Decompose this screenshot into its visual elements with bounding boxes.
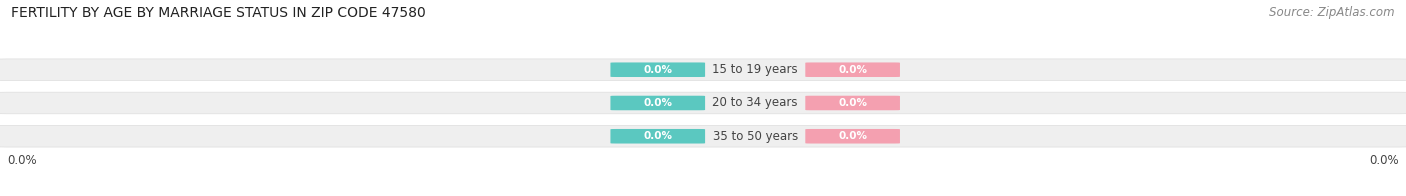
Text: Source: ZipAtlas.com: Source: ZipAtlas.com	[1270, 6, 1395, 19]
FancyBboxPatch shape	[806, 129, 900, 143]
FancyBboxPatch shape	[806, 96, 900, 110]
FancyBboxPatch shape	[0, 59, 1406, 81]
Text: 0.0%: 0.0%	[644, 131, 672, 141]
FancyBboxPatch shape	[610, 63, 704, 77]
FancyBboxPatch shape	[610, 96, 704, 110]
FancyBboxPatch shape	[806, 63, 900, 77]
FancyBboxPatch shape	[0, 92, 1406, 114]
Text: 20 to 34 years: 20 to 34 years	[713, 96, 799, 110]
Text: 0.0%: 0.0%	[1369, 153, 1399, 167]
Text: 15 to 19 years: 15 to 19 years	[713, 63, 799, 76]
Text: FERTILITY BY AGE BY MARRIAGE STATUS IN ZIP CODE 47580: FERTILITY BY AGE BY MARRIAGE STATUS IN Z…	[11, 6, 426, 20]
Text: 0.0%: 0.0%	[7, 153, 37, 167]
Text: 0.0%: 0.0%	[838, 131, 868, 141]
Text: 0.0%: 0.0%	[644, 98, 672, 108]
FancyBboxPatch shape	[0, 125, 1406, 147]
Text: 35 to 50 years: 35 to 50 years	[713, 130, 797, 143]
Text: 0.0%: 0.0%	[838, 65, 868, 75]
Text: 0.0%: 0.0%	[644, 65, 672, 75]
Text: 0.0%: 0.0%	[838, 98, 868, 108]
FancyBboxPatch shape	[610, 129, 704, 143]
